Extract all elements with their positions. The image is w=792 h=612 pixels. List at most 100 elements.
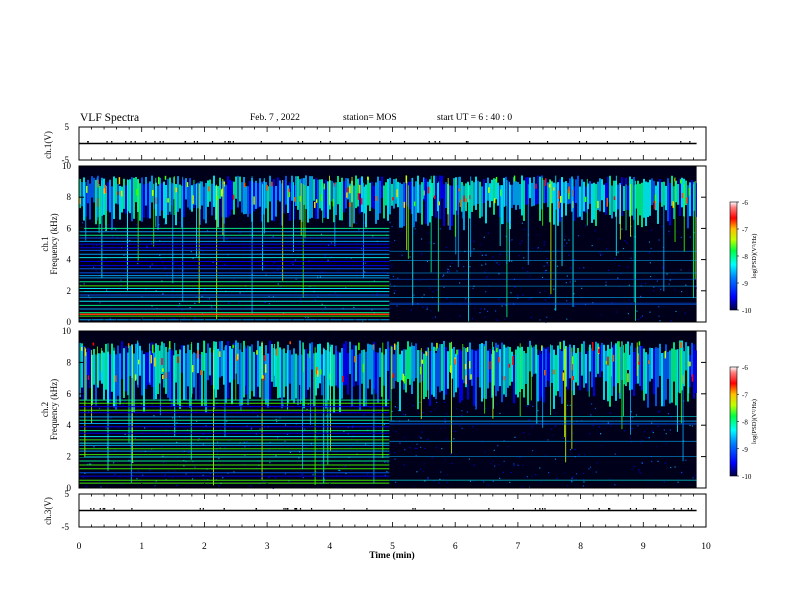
emission-hotspot	[419, 366, 422, 375]
emission-column	[557, 345, 559, 392]
noise-speck	[630, 235, 632, 237]
emission-column	[643, 348, 645, 401]
emission-hotspot	[559, 341, 562, 350]
noise-speck	[624, 240, 626, 242]
emission-hotspot	[605, 360, 608, 365]
emission-column	[159, 177, 161, 216]
voltage-spike	[414, 508, 416, 510]
emission-hotspot	[458, 188, 461, 192]
noise-speck	[179, 303, 181, 305]
noise-speck	[509, 481, 511, 483]
emission-hotspot	[512, 356, 514, 365]
noise-speck	[358, 229, 360, 231]
emission-hotspot	[568, 190, 570, 200]
noise-speck	[429, 242, 431, 244]
noise-speck	[692, 477, 694, 479]
noise-speck	[163, 461, 165, 463]
noise-speck	[404, 414, 407, 416]
noise-speck	[502, 303, 504, 305]
noise-speck	[563, 245, 566, 247]
noise-speck	[396, 305, 398, 307]
emission-column	[229, 345, 231, 383]
noise-speck	[660, 288, 662, 291]
noise-speck	[616, 311, 618, 313]
noise-speck	[412, 404, 414, 407]
noise-speck	[568, 254, 570, 256]
noise-speck	[161, 280, 163, 282]
emission-hotspot	[118, 177, 121, 185]
noise-speck	[395, 431, 397, 433]
emission-column	[505, 347, 507, 397]
noise-speck	[456, 270, 458, 272]
emission-column	[427, 347, 429, 391]
voltage-spike	[104, 508, 106, 510]
noise-speck	[622, 247, 625, 250]
emission-column	[215, 185, 217, 220]
noise-speck	[130, 256, 133, 258]
voltage-spike	[102, 508, 104, 510]
noise-speck	[413, 294, 415, 296]
emission-hotspot	[358, 342, 360, 351]
emission-hotspot	[469, 195, 471, 200]
emission-hotspot	[535, 183, 537, 189]
emission-column	[429, 351, 431, 406]
emission-column	[211, 183, 213, 216]
emission-column	[105, 186, 107, 231]
noise-speck	[493, 449, 495, 451]
emission-column	[645, 352, 647, 394]
colorbar-tick-label: -9	[742, 446, 748, 454]
noise-speck	[674, 289, 676, 291]
emission-hotspot	[288, 191, 291, 198]
voltage-ytick-label: 5	[65, 489, 70, 499]
emission-column	[517, 346, 519, 398]
noise-speck	[481, 264, 483, 266]
emission-column	[183, 345, 185, 401]
noise-speck	[573, 305, 575, 307]
emission-column	[423, 353, 425, 400]
emission-column	[501, 185, 503, 225]
noise-speck	[316, 437, 318, 439]
noise-speck	[590, 414, 592, 416]
emission-column	[597, 181, 599, 210]
noise-speck	[391, 225, 393, 228]
emission-hotspot	[84, 348, 87, 357]
noise-speck	[648, 437, 650, 439]
emission-column	[271, 343, 273, 382]
noise-speck	[503, 460, 505, 462]
noise-speck	[543, 265, 545, 267]
emission-column	[607, 344, 609, 402]
noise-speck	[583, 478, 585, 480]
noise-speck	[680, 236, 682, 239]
noise-speck	[449, 453, 452, 455]
noise-speck	[621, 228, 623, 230]
emission-hotspot	[332, 198, 335, 207]
emission-column	[579, 186, 581, 217]
noise-speck	[566, 318, 568, 320]
emission-column	[283, 179, 285, 214]
noise-speck	[655, 445, 658, 447]
noise-speck	[630, 411, 632, 413]
emission-column	[509, 184, 511, 230]
noise-speck	[472, 287, 474, 289]
noise-speck	[246, 441, 248, 443]
x-tick-label: 9	[641, 542, 646, 552]
noise-speck	[674, 466, 676, 468]
noise-speck	[320, 483, 322, 485]
noise-speck	[461, 410, 463, 412]
emission-hotspot	[450, 365, 452, 373]
noise-speck	[468, 458, 470, 460]
emission-column	[141, 177, 143, 222]
noise-speck	[575, 473, 578, 475]
noise-speck	[685, 284, 687, 286]
emission-hotspot	[191, 365, 194, 373]
x-tick-label: 10	[701, 542, 711, 552]
emission-column	[591, 183, 593, 223]
noise-speck	[136, 478, 138, 480]
noise-speck	[137, 262, 139, 265]
emission-column	[659, 178, 661, 203]
emission-column	[601, 179, 603, 201]
emission-hotspot	[508, 363, 511, 368]
noise-speck	[630, 257, 632, 259]
emission-column	[99, 186, 101, 225]
emission-column	[79, 178, 81, 209]
